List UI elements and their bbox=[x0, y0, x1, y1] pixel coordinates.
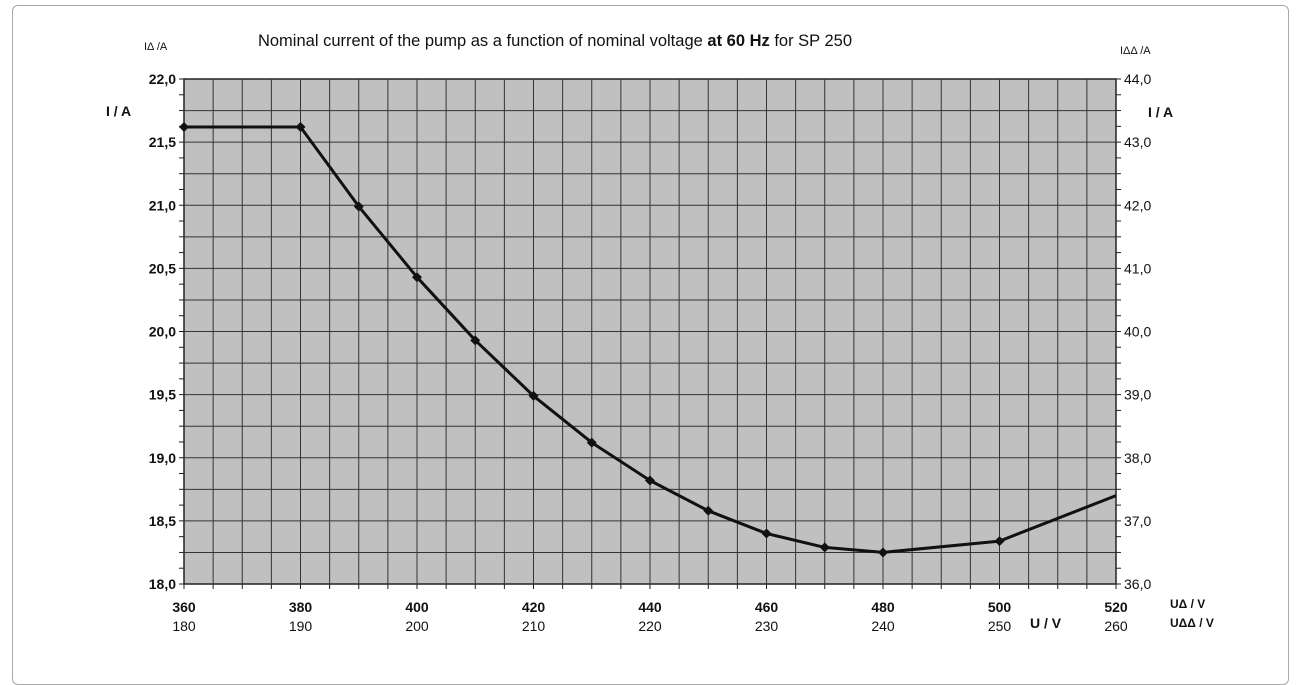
y-left-tick-label: 19,5 bbox=[149, 387, 176, 403]
data-point-marker bbox=[645, 475, 655, 486]
y-right-tick-label: 38,0 bbox=[1124, 450, 1151, 466]
x-tick-label-primary: 400 bbox=[405, 599, 429, 615]
x-tick-label-primary: 480 bbox=[871, 599, 895, 615]
x-tick-label-primary: 500 bbox=[988, 599, 1012, 615]
y-right-tick-label: 40,0 bbox=[1124, 324, 1151, 340]
x-tick-label-secondary: 210 bbox=[522, 618, 546, 634]
tick-labels: 18,0 18,5 19,0 19,5 20,0 20,5 21,0 21,5 22,0 36,0… bbox=[149, 71, 1152, 634]
x-tick-label-primary: 420 bbox=[522, 599, 546, 615]
y-right-tick-label: 43,0 bbox=[1124, 134, 1151, 150]
x-tick-label-primary: 360 bbox=[172, 599, 196, 615]
x-tick-label-secondary: 230 bbox=[755, 618, 779, 634]
y-right-axis-label: I / A bbox=[1148, 104, 1173, 120]
x-tick-label-secondary: 220 bbox=[638, 618, 662, 634]
data-point-marker bbox=[703, 505, 714, 516]
series-markers bbox=[179, 121, 1005, 558]
data-point-marker bbox=[819, 542, 830, 553]
chart-title: Nominal current of the pump as a functio… bbox=[258, 32, 852, 50]
y-left-tick-label: 18,0 bbox=[149, 576, 176, 592]
data-point-marker bbox=[994, 536, 1005, 547]
y-right-tick-label: 36,0 bbox=[1124, 576, 1151, 592]
data-point-marker bbox=[528, 390, 539, 401]
data-point-marker bbox=[878, 547, 888, 558]
y-left-tick-label: 20,5 bbox=[149, 260, 176, 276]
y-right-tick-label: 39,0 bbox=[1124, 387, 1151, 403]
y-left-tick-label: 22,0 bbox=[149, 71, 176, 87]
y-left-tick-label: 20,0 bbox=[149, 324, 176, 340]
y-right-tick-label: 42,0 bbox=[1124, 197, 1151, 213]
x-axis-label: U / V bbox=[1030, 615, 1062, 631]
series-line bbox=[184, 125, 1117, 554]
data-point-marker bbox=[412, 272, 422, 283]
chart-title-part: at 60 Hz bbox=[707, 32, 769, 50]
grid bbox=[184, 79, 1116, 584]
y-right-unit-label: IΔΔ /A bbox=[1120, 45, 1151, 57]
y-right-tick-label: 44,0 bbox=[1124, 71, 1151, 87]
data-point-marker bbox=[761, 528, 772, 539]
y-left-unit-label: IΔ /A bbox=[144, 41, 168, 53]
y-left-tick-label: 21,5 bbox=[149, 134, 176, 150]
axis-ticks bbox=[179, 78, 1121, 589]
x-tick-label-secondary: 180 bbox=[172, 618, 196, 634]
y-left-tick-label: 21,0 bbox=[149, 197, 176, 213]
x-tick-label-secondary: 250 bbox=[988, 618, 1012, 634]
x-tick-label-secondary: 240 bbox=[871, 618, 895, 634]
x-unit-secondary-label: UΔΔ / V bbox=[1170, 616, 1214, 630]
data-point-marker bbox=[353, 201, 364, 212]
y-right-tick-label: 37,0 bbox=[1124, 513, 1151, 529]
x-tick-label-primary: 520 bbox=[1104, 599, 1128, 615]
y-left-axis-label: I / A bbox=[106, 103, 131, 119]
x-tick-label-primary: 440 bbox=[638, 599, 662, 615]
data-point-marker bbox=[586, 437, 597, 448]
x-tick-label-secondary: 190 bbox=[289, 618, 313, 634]
chart-title-part: Nominal current of the pump as a functio… bbox=[258, 32, 707, 50]
data-point-marker bbox=[179, 121, 189, 132]
y-right-tick-label: 41,0 bbox=[1124, 260, 1151, 276]
x-tick-label-secondary: 260 bbox=[1104, 618, 1128, 634]
x-tick-label-primary: 460 bbox=[755, 599, 779, 615]
x-tick-label-primary: 380 bbox=[289, 599, 313, 615]
x-unit-primary-label: UΔ / V bbox=[1170, 597, 1205, 611]
y-left-tick-label: 19,0 bbox=[149, 450, 176, 466]
data-point-marker bbox=[295, 121, 306, 132]
data-point-marker bbox=[470, 335, 481, 346]
y-left-tick-label: 18,5 bbox=[149, 513, 176, 529]
x-tick-label-secondary: 200 bbox=[405, 618, 429, 634]
chart-title-part: for SP 250 bbox=[770, 32, 852, 50]
